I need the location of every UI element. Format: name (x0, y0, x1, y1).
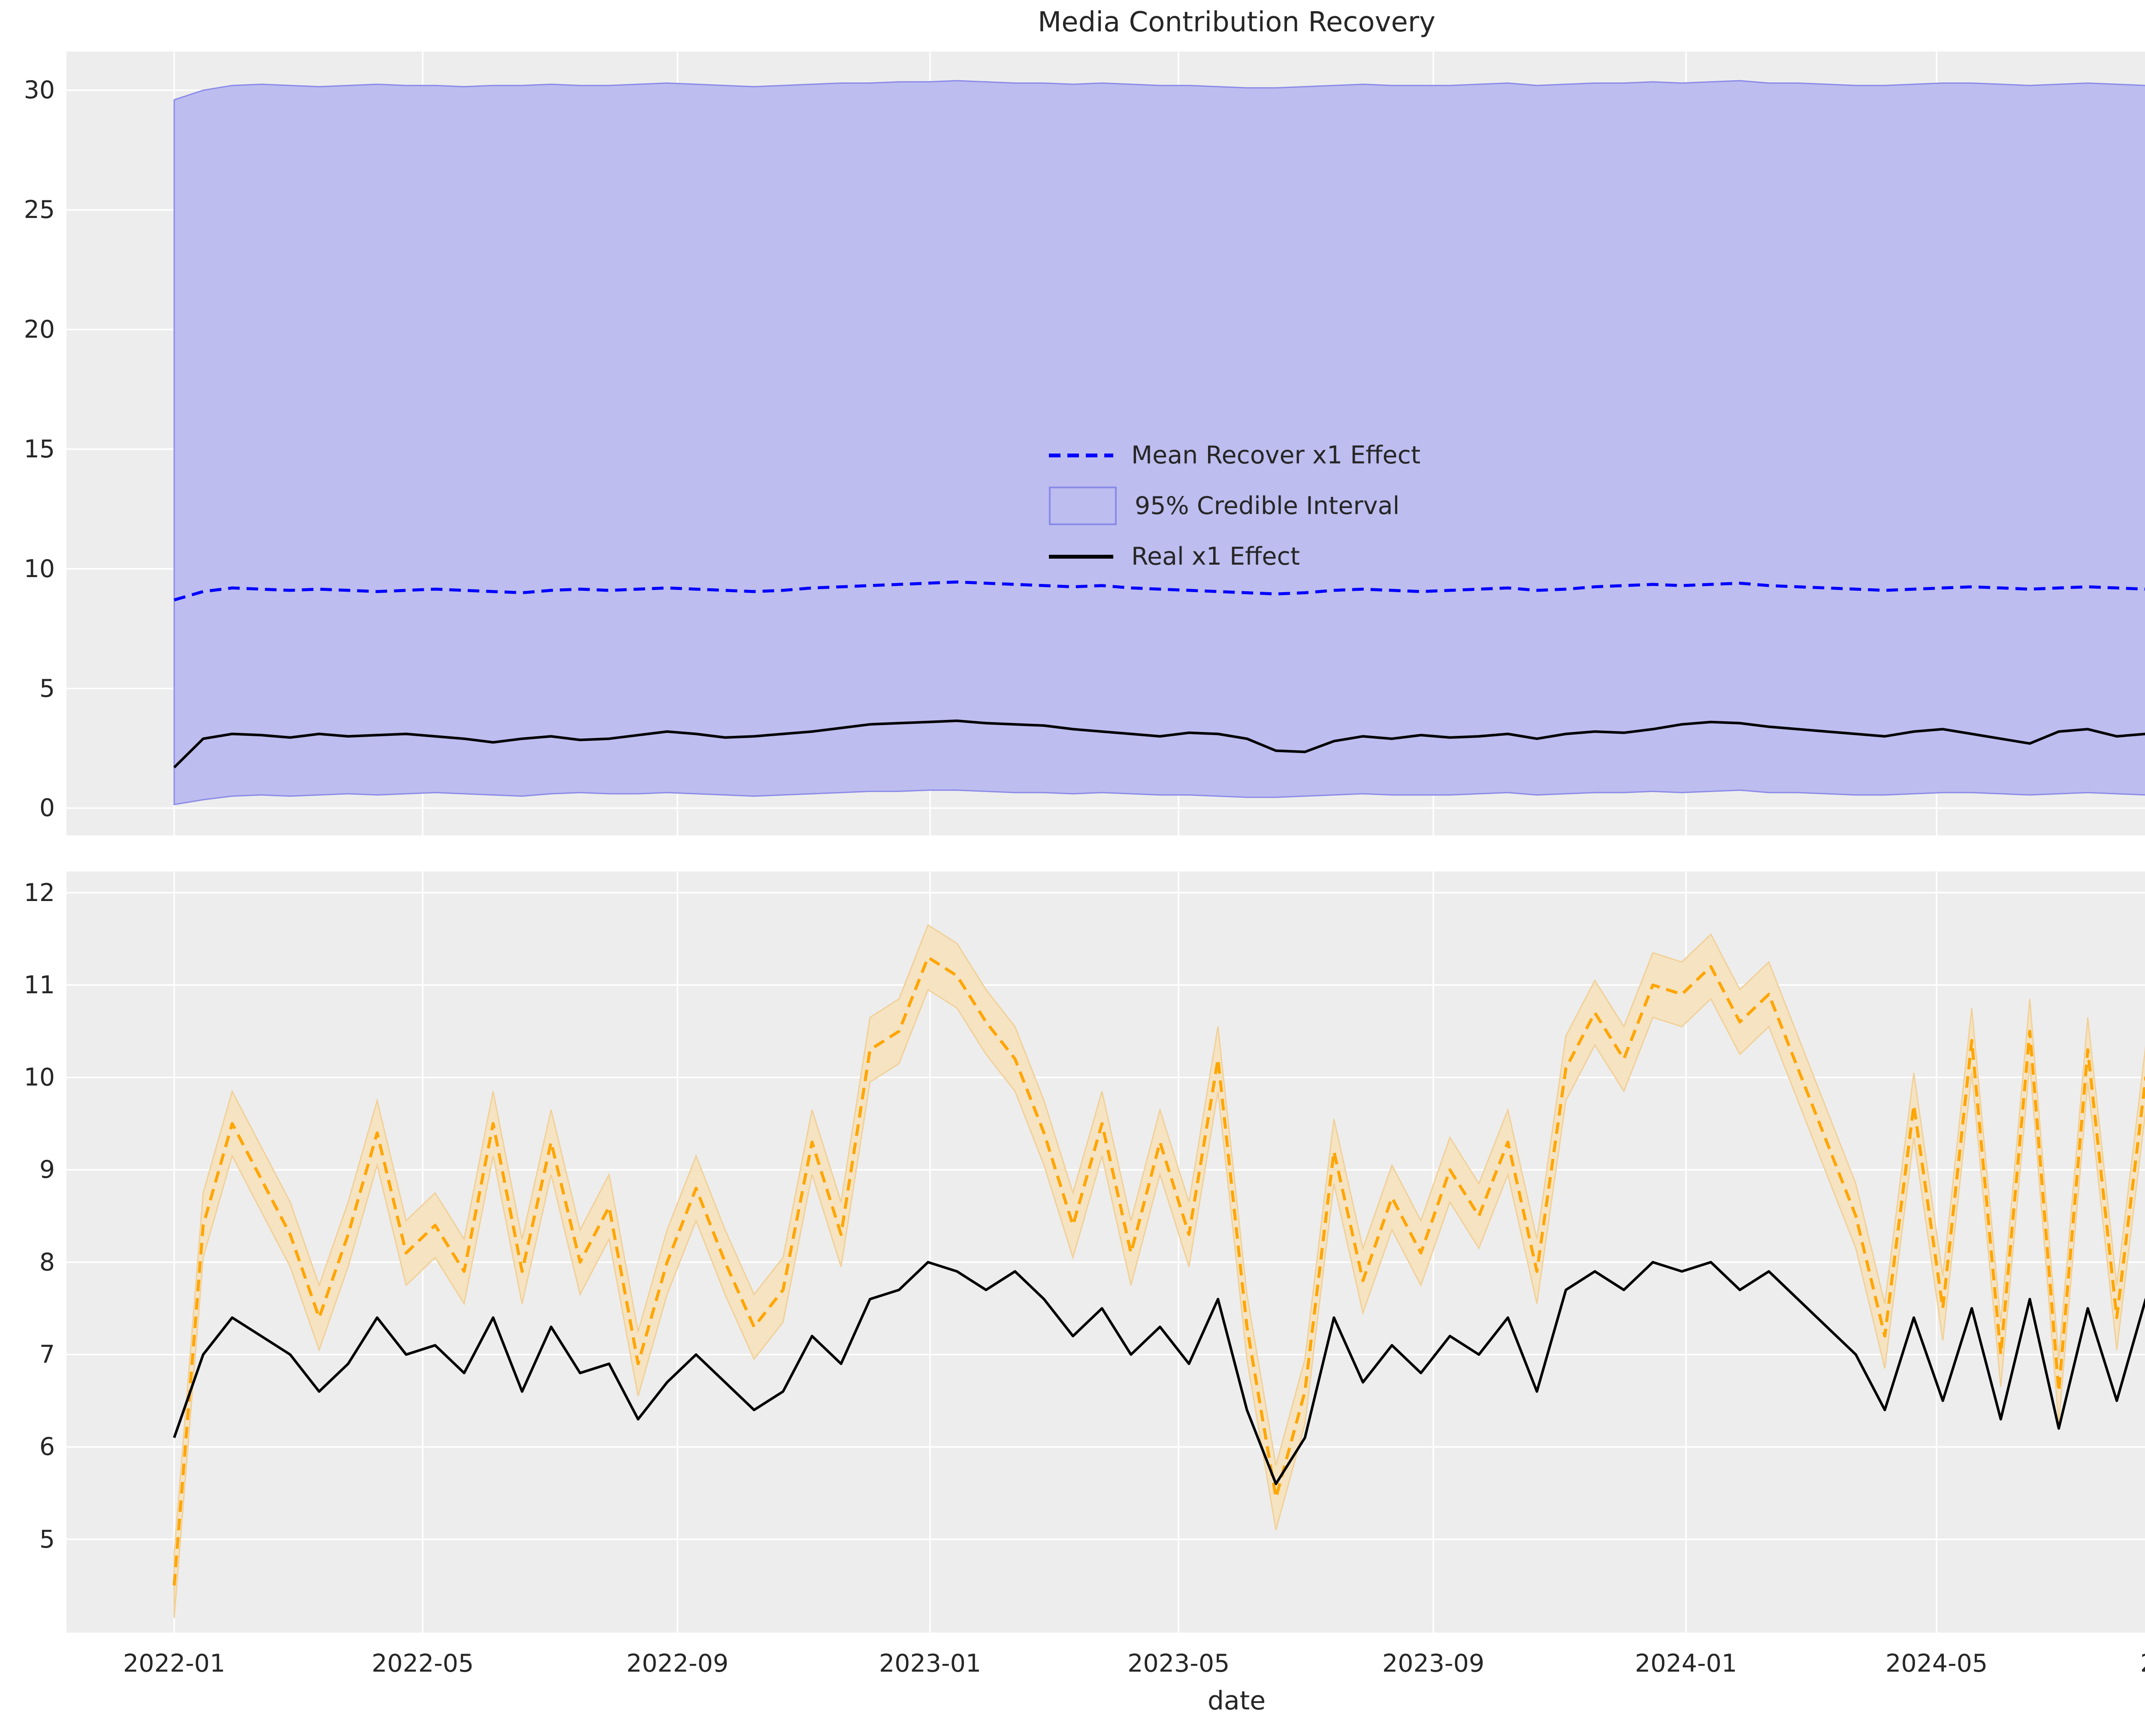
y-tick-label: 15 (24, 435, 55, 463)
real-line-x2 (173, 1261, 2145, 1485)
credible-band-x1 (173, 80, 2145, 805)
y-tick-label: 11 (24, 971, 55, 999)
band-swatch-icon (1049, 487, 1117, 525)
x-tick-label: 2024-09 (2097, 1649, 2145, 1678)
y-tick-label: 20 (24, 315, 55, 344)
mean-line-x2 (172, 956, 2145, 1586)
plot-area-x2 (66, 871, 2145, 1633)
real-line-x1 (173, 719, 2145, 768)
x-tick-label: 2022-09 (626, 1649, 729, 1678)
x-tick-label: 2022-05 (372, 1649, 474, 1678)
y-tick-label: 5 (39, 1525, 55, 1554)
y-tick-label: 25 (24, 196, 55, 224)
subplot-x2: Mean Recover x2 Effect 95% Credible Inte… (66, 871, 2145, 1633)
legend-x1: Mean Recover x1 Effect 95% Credible Inte… (1049, 430, 1420, 582)
solid-line-swatch-icon (1049, 554, 1113, 559)
legend-entry-interval-x1: 95% Credible Interval (1049, 481, 1420, 531)
x-tick-label: 2024-01 (1634, 1649, 1737, 1678)
y-tick-label: 10 (24, 1063, 55, 1092)
x-tick-label: 2024-05 (1885, 1649, 1988, 1678)
chart-title: Media Contribution Recovery (1037, 6, 1436, 38)
x-axis-label: date (1207, 1686, 1266, 1716)
y-tick-label: 12 (24, 878, 55, 907)
y-tick-label: 5 (39, 674, 55, 703)
y-tick-label: 0 (39, 794, 55, 823)
legend-label: 95% Credible Interval (1135, 492, 1400, 520)
x-tick-label: 2023-09 (1382, 1649, 1485, 1678)
legend-entry-real-x1: Real x1 Effect (1049, 531, 1420, 582)
y-tick-label: 9 (39, 1155, 55, 1184)
x-tick-label: 2023-01 (879, 1649, 982, 1678)
gridlines-x2 (66, 871, 2145, 1633)
mean-line-x1 (174, 580, 2145, 602)
x-tick-label: 2022-01 (123, 1649, 226, 1678)
dashed-line-swatch-icon (1049, 453, 1113, 457)
y-tick-label: 6 (39, 1433, 55, 1461)
credible-band-x2 (173, 924, 2145, 1618)
x-tick-label: 2023-05 (1127, 1649, 1230, 1678)
legend-entry-mean-x1: Mean Recover x1 Effect (1049, 430, 1420, 481)
y-tick-label: 30 (24, 76, 55, 105)
y-tick-label: 10 (24, 554, 55, 583)
legend-label: Mean Recover x1 Effect (1131, 441, 1421, 469)
y-tick-label: 7 (39, 1340, 55, 1369)
plot-area-x1 (66, 51, 2145, 835)
legend-label: Real x1 Effect (1131, 542, 1300, 571)
y-tick-label: 8 (39, 1248, 55, 1276)
subplot-x1: Mean Recover x1 Effect 95% Credible Inte… (66, 51, 2145, 835)
